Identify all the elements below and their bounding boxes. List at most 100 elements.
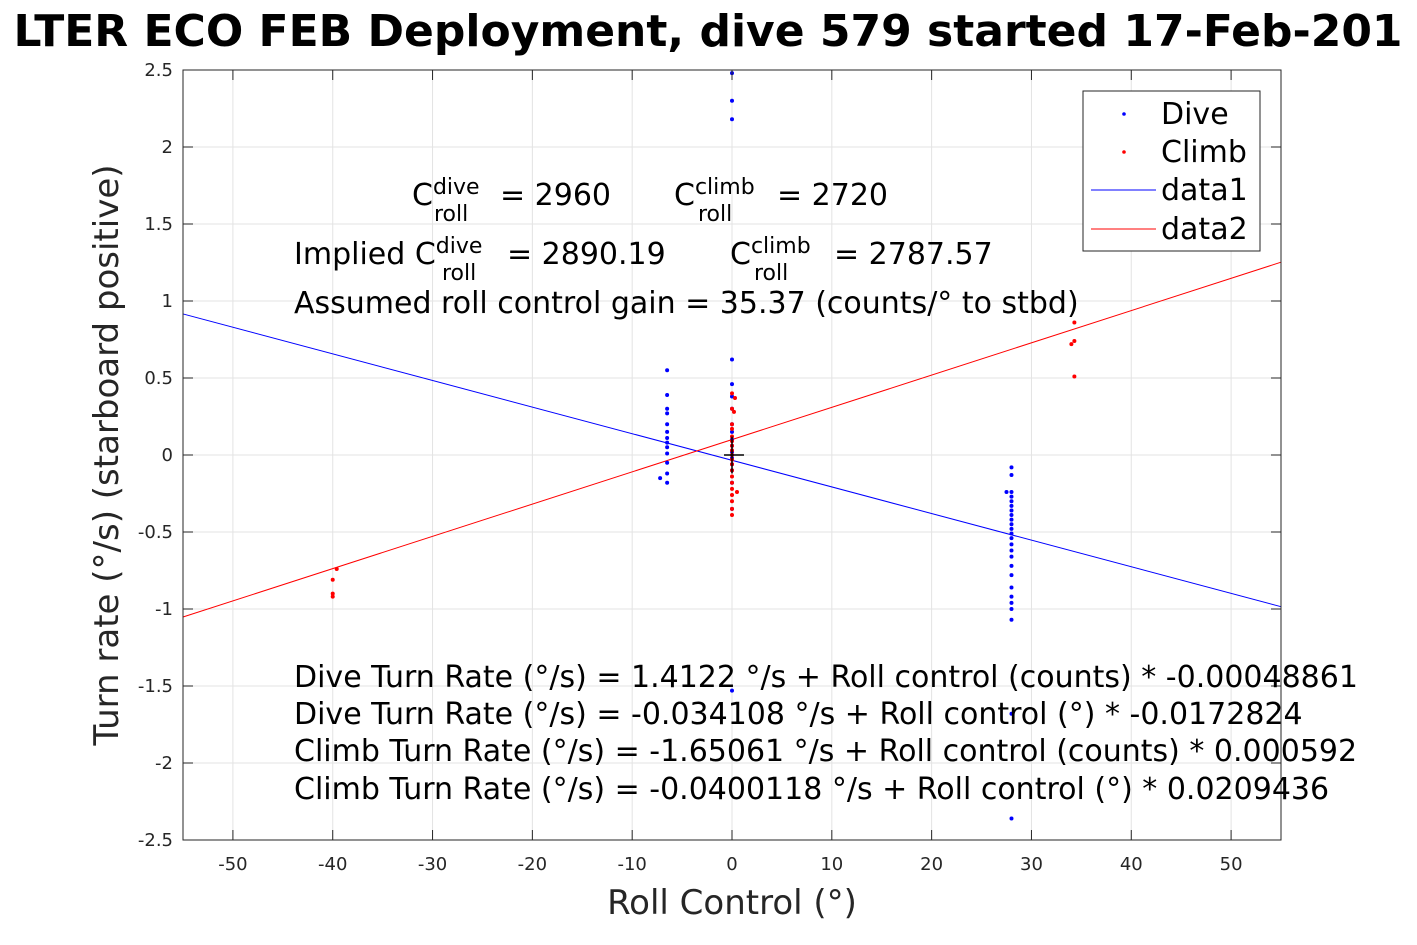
dive-point bbox=[1009, 600, 1014, 605]
dive-point bbox=[1009, 548, 1014, 553]
implied-dive-sup: dive bbox=[436, 234, 483, 259]
legend-marker-dive bbox=[1122, 112, 1126, 116]
c-roll-dive-value: = 2960 bbox=[500, 178, 611, 213]
dive-point bbox=[665, 368, 670, 373]
dive-point bbox=[665, 422, 670, 427]
climb-point bbox=[730, 513, 734, 518]
chart-title: LTER ECO FEB Deployment, dive 579 starte… bbox=[13, 6, 1402, 57]
dive-point bbox=[665, 480, 670, 485]
equation-2: Dive Turn Rate (°/s) = -0.034108 °/s + R… bbox=[294, 697, 1303, 732]
dive-point bbox=[730, 394, 734, 399]
dive-point bbox=[1009, 531, 1014, 536]
dive-point bbox=[658, 476, 663, 481]
x-tick-label: -10 bbox=[617, 854, 646, 875]
climb-point bbox=[730, 486, 734, 491]
y-tick-label: -2.5 bbox=[138, 830, 173, 851]
climb-point bbox=[730, 506, 734, 511]
implied-dive-prefix: Implied C bbox=[294, 237, 436, 272]
c-roll-climb-annotation: Cclimb roll = 2720 bbox=[674, 175, 888, 227]
dive-point bbox=[665, 460, 670, 465]
y-tick-label: 0.5 bbox=[144, 368, 173, 389]
dive-point bbox=[1009, 517, 1014, 522]
y-tick-label: 1 bbox=[162, 291, 173, 312]
y-tick-label: 1.5 bbox=[144, 214, 173, 235]
climb-point bbox=[1072, 374, 1077, 379]
dive-point bbox=[665, 436, 670, 441]
dive-point bbox=[1009, 542, 1014, 547]
x-tick-label: -30 bbox=[418, 854, 447, 875]
implied-climb-sup: climb bbox=[751, 234, 811, 259]
dive-point bbox=[730, 382, 734, 387]
roll-gain-annotation: Assumed roll control gain = 35.37 (count… bbox=[294, 286, 1079, 321]
legend-marker-climb bbox=[1122, 150, 1126, 154]
dive-point bbox=[1009, 494, 1014, 499]
climb-point bbox=[730, 474, 734, 479]
legend: Dive Climb data1 data2 bbox=[1082, 90, 1261, 252]
climb-point bbox=[330, 594, 335, 599]
annotations: Cdive roll= 2960 Cclimb roll= 2720 Implied… bbox=[294, 175, 1358, 807]
dive-point bbox=[665, 406, 670, 411]
implied-climb-sub: roll bbox=[754, 261, 788, 286]
x-tick-label: -50 bbox=[218, 854, 247, 875]
dive-point bbox=[665, 440, 670, 445]
dive-point bbox=[665, 445, 670, 450]
dive-point bbox=[730, 429, 734, 434]
climb-point bbox=[734, 489, 739, 494]
implied-climb-prefix: C bbox=[730, 237, 751, 272]
dive-point bbox=[665, 451, 670, 456]
dive-point bbox=[1009, 554, 1014, 559]
dive-point bbox=[1009, 522, 1014, 527]
dive-point bbox=[1009, 473, 1014, 478]
y-tick-label: 2 bbox=[162, 137, 173, 158]
implied-climb-annotation: Cclimb roll = 2787.57 bbox=[730, 234, 993, 286]
x-axis-label: Roll Control (°) bbox=[607, 883, 857, 923]
equation-3: Climb Turn Rate (°/s) = -1.65061 °/s + R… bbox=[294, 734, 1357, 769]
x-tick-label: 40 bbox=[1120, 854, 1143, 875]
implied-dive-annotation: Implied Cdive roll = 2890.19 bbox=[294, 234, 666, 286]
climb-point bbox=[730, 426, 734, 431]
climb-point bbox=[330, 591, 335, 596]
c-roll-dive-annotation: Cdive roll = 2960 bbox=[412, 175, 611, 227]
dive-point bbox=[1009, 573, 1014, 578]
dive-point bbox=[1009, 508, 1014, 513]
dive-point bbox=[1009, 513, 1014, 518]
x-tick-label: 20 bbox=[920, 854, 943, 875]
y-tick-label: -1.5 bbox=[138, 676, 173, 697]
x-tick-label: 50 bbox=[1220, 854, 1243, 875]
climb-point bbox=[730, 493, 734, 498]
dive-point bbox=[665, 411, 670, 416]
dive-point bbox=[1009, 499, 1014, 504]
legend-label-data2: data2 bbox=[1161, 212, 1248, 247]
y-tick-label: -0.5 bbox=[138, 522, 173, 543]
x-tick-label: 10 bbox=[820, 854, 843, 875]
dive-point bbox=[1009, 489, 1014, 494]
climb-point bbox=[730, 406, 734, 411]
climb-point bbox=[1069, 342, 1074, 347]
dive-point bbox=[1009, 607, 1014, 611]
c-roll-dive-sub: roll bbox=[434, 202, 468, 227]
implied-climb-value: = 2787.57 bbox=[834, 237, 993, 272]
legend-label-climb: Climb bbox=[1161, 135, 1247, 170]
c-roll-dive-sup: dive bbox=[433, 175, 480, 200]
dive-point bbox=[665, 429, 670, 434]
climb-point bbox=[730, 391, 734, 396]
dive-point bbox=[1009, 816, 1014, 821]
legend-label-dive: Dive bbox=[1161, 97, 1229, 132]
y-axis-label: Turn rate (°/s) (starboard positive) bbox=[87, 164, 127, 746]
climb-point bbox=[1072, 339, 1077, 344]
scatter-points bbox=[330, 71, 1077, 821]
dive-point bbox=[730, 357, 734, 362]
dive-point bbox=[1009, 563, 1014, 568]
climb-point bbox=[330, 577, 335, 582]
y-tick-label: 0 bbox=[162, 445, 173, 466]
c-roll-dive-prefix: C bbox=[412, 178, 433, 213]
dive-point bbox=[1009, 585, 1014, 590]
legend-label-data1: data1 bbox=[1161, 173, 1248, 208]
dive-point bbox=[1009, 617, 1014, 622]
climb-point bbox=[334, 566, 339, 571]
dive-point bbox=[1009, 594, 1014, 599]
axis-ticks: -50 -40 -30 -20 -10 0 10 20 30 40 50-2.5-2-1.5-1-0… bbox=[138, 60, 1281, 875]
dive-point bbox=[730, 117, 734, 122]
